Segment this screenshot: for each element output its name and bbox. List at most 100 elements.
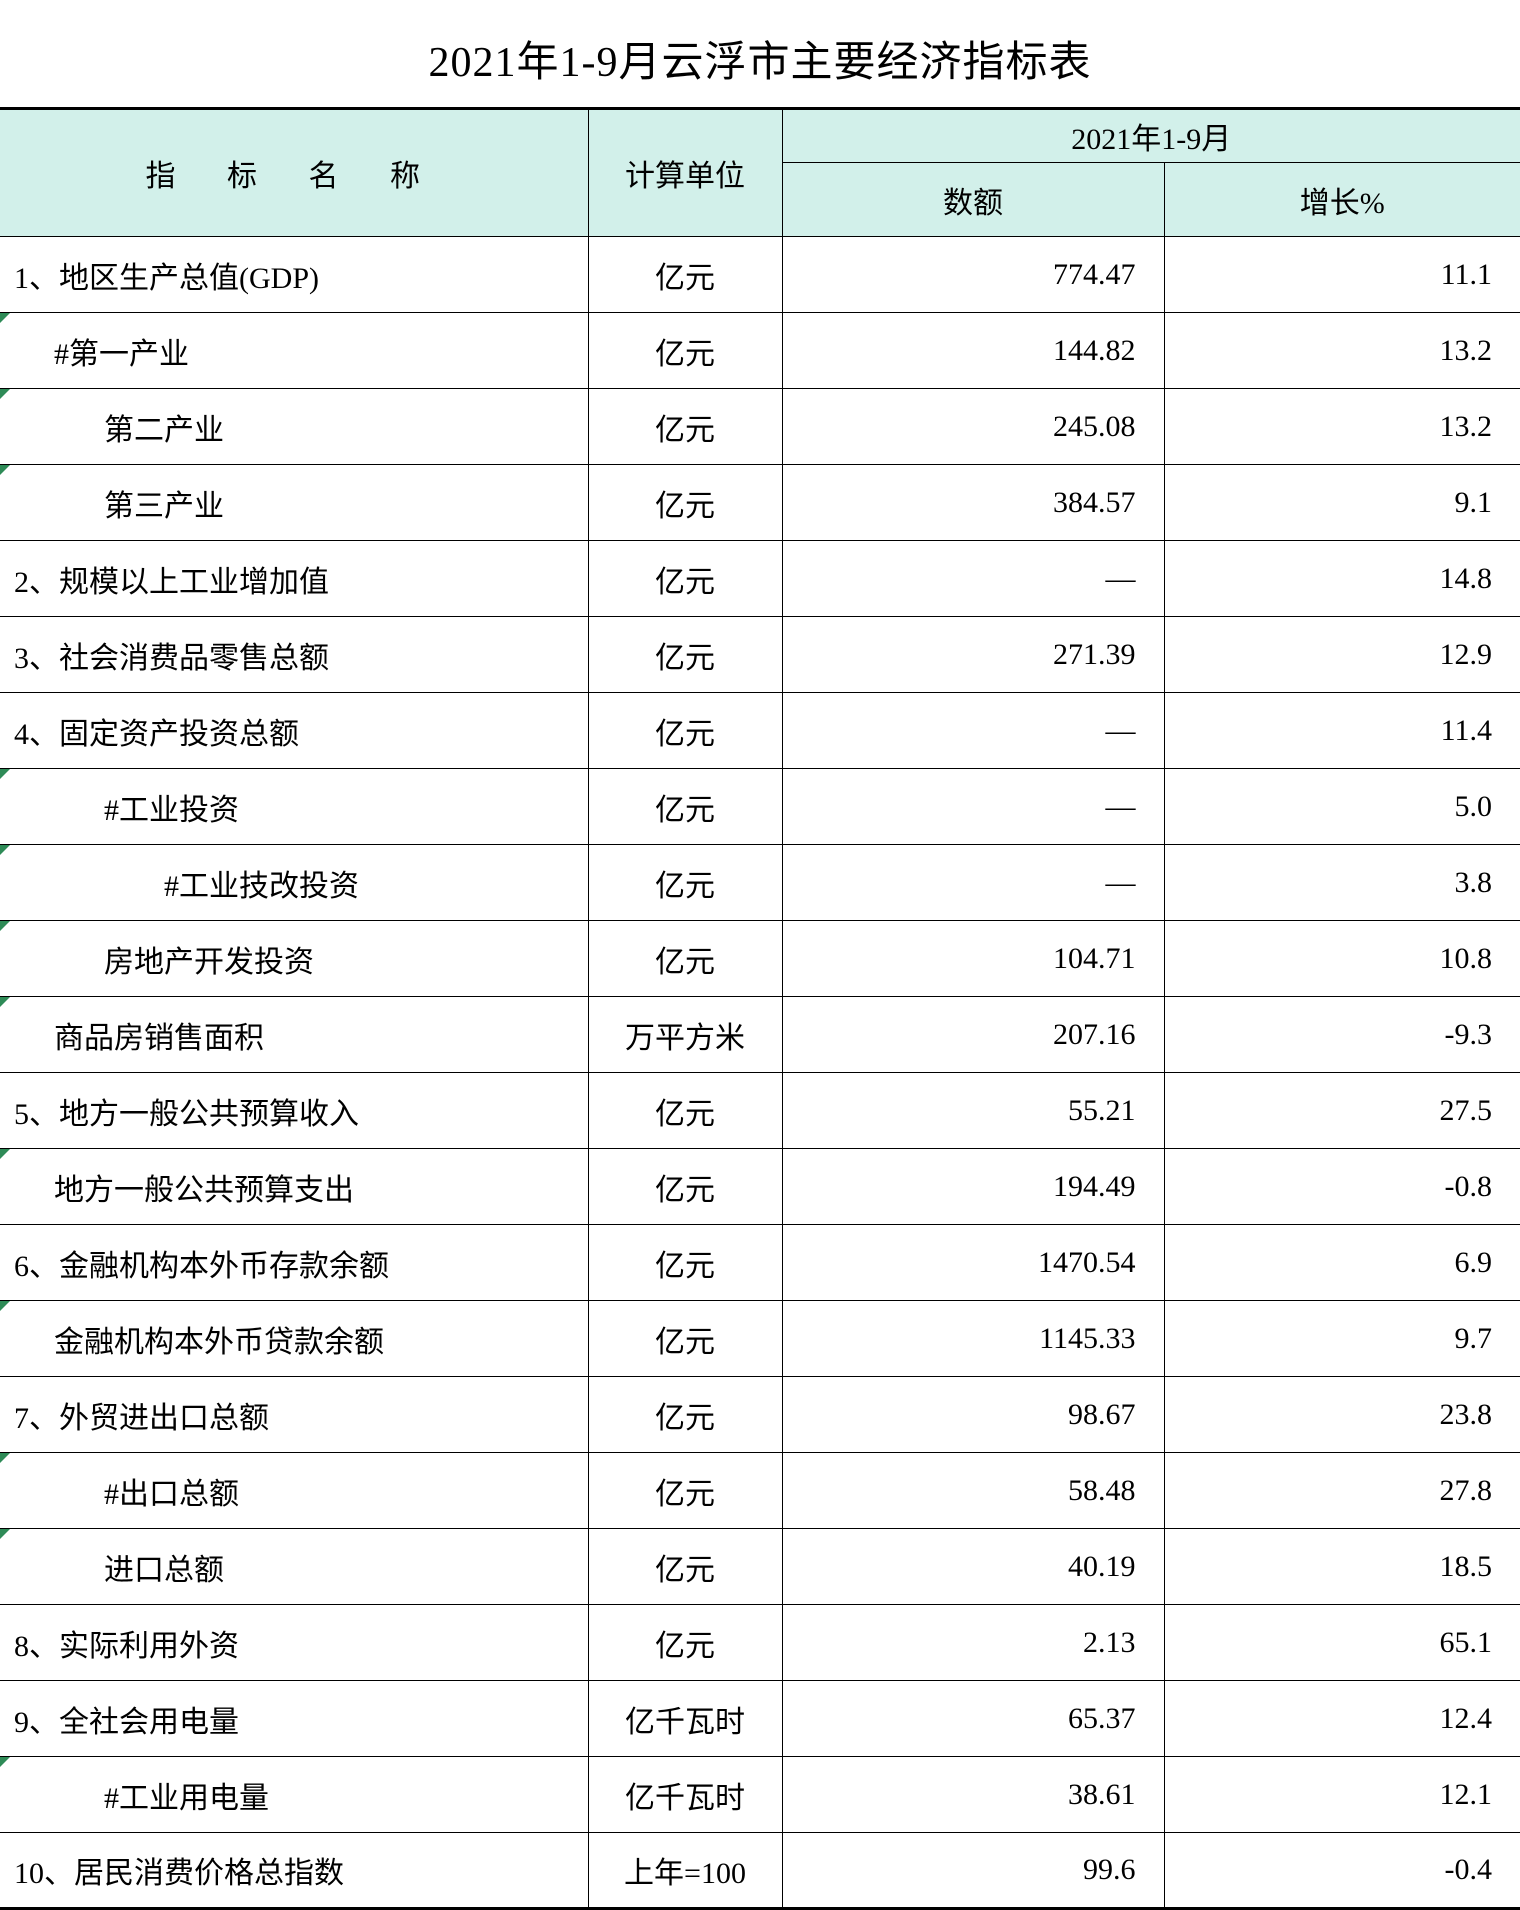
indicator-value: — — [782, 845, 1164, 921]
indicator-value: 38.61 — [782, 1757, 1164, 1833]
indicator-unit: 亿元 — [588, 617, 782, 693]
table-body: 1、地区生产总值(GDP)亿元774.4711.1#第一产业亿元144.8213… — [0, 237, 1520, 1909]
indicator-growth: 12.1 — [1164, 1757, 1520, 1833]
table-row: 7、外贸进出口总额亿元98.6723.8 — [0, 1377, 1520, 1453]
indicator-value: 271.39 — [782, 617, 1164, 693]
indicator-unit: 亿千瓦时 — [588, 1681, 782, 1757]
table-row: 2、规模以上工业增加值亿元—14.8 — [0, 541, 1520, 617]
indicator-value: 245.08 — [782, 389, 1164, 465]
indicator-value: 2.13 — [782, 1605, 1164, 1681]
indicator-growth: -0.4 — [1164, 1833, 1520, 1909]
indicator-unit: 亿元 — [588, 389, 782, 465]
indicator-name: #出口总额 — [0, 1453, 588, 1529]
indicator-name: 2、规模以上工业增加值 — [0, 541, 588, 617]
indicator-name: 10、居民消费价格总指数 — [0, 1833, 588, 1909]
indicator-name: 5、地方一般公共预算收入 — [0, 1073, 588, 1149]
indicator-unit: 亿元 — [588, 1605, 782, 1681]
indicator-name: 9、全社会用电量 — [0, 1681, 588, 1757]
indicator-value: 99.6 — [782, 1833, 1164, 1909]
indicator-name: 金融机构本外币贷款余额 — [0, 1301, 588, 1377]
table-row: 6、金融机构本外币存款余额亿元1470.546.9 — [0, 1225, 1520, 1301]
table-row: 5、地方一般公共预算收入亿元55.2127.5 — [0, 1073, 1520, 1149]
indicator-growth: 65.1 — [1164, 1605, 1520, 1681]
indicator-growth: 27.8 — [1164, 1453, 1520, 1529]
page-title: 2021年1-9月云浮市主要经济指标表 — [0, 0, 1520, 107]
indicator-unit: 上年=100 — [588, 1833, 782, 1909]
table-row: #工业用电量亿千瓦时38.6112.1 — [0, 1757, 1520, 1833]
indicator-name: 8、实际利用外资 — [0, 1605, 588, 1681]
indicator-unit: 亿千瓦时 — [588, 1757, 782, 1833]
indicator-value: 207.16 — [782, 997, 1164, 1073]
indicator-growth: -0.8 — [1164, 1149, 1520, 1225]
indicator-unit: 亿元 — [588, 845, 782, 921]
indicator-growth: 12.9 — [1164, 617, 1520, 693]
table-row: 第二产业亿元245.0813.2 — [0, 389, 1520, 465]
indicator-growth: 11.4 — [1164, 693, 1520, 769]
indicator-growth: 11.1 — [1164, 237, 1520, 313]
indicator-unit: 亿元 — [588, 237, 782, 313]
indicator-value: 1470.54 — [782, 1225, 1164, 1301]
indicator-growth: 27.5 — [1164, 1073, 1520, 1149]
indicator-value: 144.82 — [782, 313, 1164, 389]
indicator-growth: 12.4 — [1164, 1681, 1520, 1757]
indicator-growth: -9.3 — [1164, 997, 1520, 1073]
indicator-value: 1145.33 — [782, 1301, 1164, 1377]
indicator-growth: 18.5 — [1164, 1529, 1520, 1605]
table-header: 指 标 名 称 计算单位 2021年1-9月 数额 增长% — [0, 109, 1520, 237]
indicator-value: 98.67 — [782, 1377, 1164, 1453]
indicator-unit: 亿元 — [588, 769, 782, 845]
indicator-growth: 14.8 — [1164, 541, 1520, 617]
indicator-value: 384.57 — [782, 465, 1164, 541]
table-row: 地方一般公共预算支出亿元194.49-0.8 — [0, 1149, 1520, 1225]
page: 2021年1-9月云浮市主要经济指标表 指 标 名 称 计算单位 2021年1-… — [0, 0, 1520, 1910]
indicator-name: 1、地区生产总值(GDP) — [0, 237, 588, 313]
table-row: #工业投资亿元—5.0 — [0, 769, 1520, 845]
indicator-name: 4、固定资产投资总额 — [0, 693, 588, 769]
indicator-unit: 亿元 — [588, 465, 782, 541]
indicator-name: 3、社会消费品零售总额 — [0, 617, 588, 693]
indicator-unit: 亿元 — [588, 693, 782, 769]
indicator-value: 58.48 — [782, 1453, 1164, 1529]
table-row: 房地产开发投资亿元104.7110.8 — [0, 921, 1520, 997]
indicator-unit: 亿元 — [588, 541, 782, 617]
col-header-growth: 增长% — [1164, 163, 1520, 237]
indicator-unit: 亿元 — [588, 313, 782, 389]
indicator-value: — — [782, 693, 1164, 769]
table-row: 第三产业亿元384.579.1 — [0, 465, 1520, 541]
table-row: 金融机构本外币贷款余额亿元1145.339.7 — [0, 1301, 1520, 1377]
indicator-name: #工业用电量 — [0, 1757, 588, 1833]
indicator-unit: 亿元 — [588, 1225, 782, 1301]
indicator-value: — — [782, 769, 1164, 845]
indicator-name: 地方一般公共预算支出 — [0, 1149, 588, 1225]
table-row: 3、社会消费品零售总额亿元271.3912.9 — [0, 617, 1520, 693]
indicator-name: #第一产业 — [0, 313, 588, 389]
indicator-unit: 亿元 — [588, 1377, 782, 1453]
indicator-growth: 13.2 — [1164, 313, 1520, 389]
col-header-amount: 数额 — [782, 163, 1164, 237]
indicator-name: 6、金融机构本外币存款余额 — [0, 1225, 588, 1301]
indicator-growth: 6.9 — [1164, 1225, 1520, 1301]
indicator-name: 第三产业 — [0, 465, 588, 541]
indicator-growth: 13.2 — [1164, 389, 1520, 465]
indicator-growth: 3.8 — [1164, 845, 1520, 921]
indicator-value: — — [782, 541, 1164, 617]
indicator-value: 774.47 — [782, 237, 1164, 313]
table-row: 8、实际利用外资亿元2.1365.1 — [0, 1605, 1520, 1681]
indicator-name: 7、外贸进出口总额 — [0, 1377, 588, 1453]
table-row: #出口总额亿元58.4827.8 — [0, 1453, 1520, 1529]
indicator-name: 进口总额 — [0, 1529, 588, 1605]
indicator-growth: 9.1 — [1164, 465, 1520, 541]
indicator-value: 194.49 — [782, 1149, 1164, 1225]
indicator-growth: 23.8 — [1164, 1377, 1520, 1453]
col-header-name: 指 标 名 称 — [0, 109, 588, 237]
table-row: 进口总额亿元40.1918.5 — [0, 1529, 1520, 1605]
table-row: 4、固定资产投资总额亿元—11.4 — [0, 693, 1520, 769]
indicator-unit: 亿元 — [588, 1301, 782, 1377]
indicator-unit: 万平方米 — [588, 997, 782, 1073]
table-row: #第一产业亿元144.8213.2 — [0, 313, 1520, 389]
table-row: 10、居民消费价格总指数上年=10099.6-0.4 — [0, 1833, 1520, 1909]
indicator-growth: 10.8 — [1164, 921, 1520, 997]
table-row: #工业技改投资亿元—3.8 — [0, 845, 1520, 921]
indicator-value: 65.37 — [782, 1681, 1164, 1757]
table-row: 9、全社会用电量亿千瓦时65.3712.4 — [0, 1681, 1520, 1757]
